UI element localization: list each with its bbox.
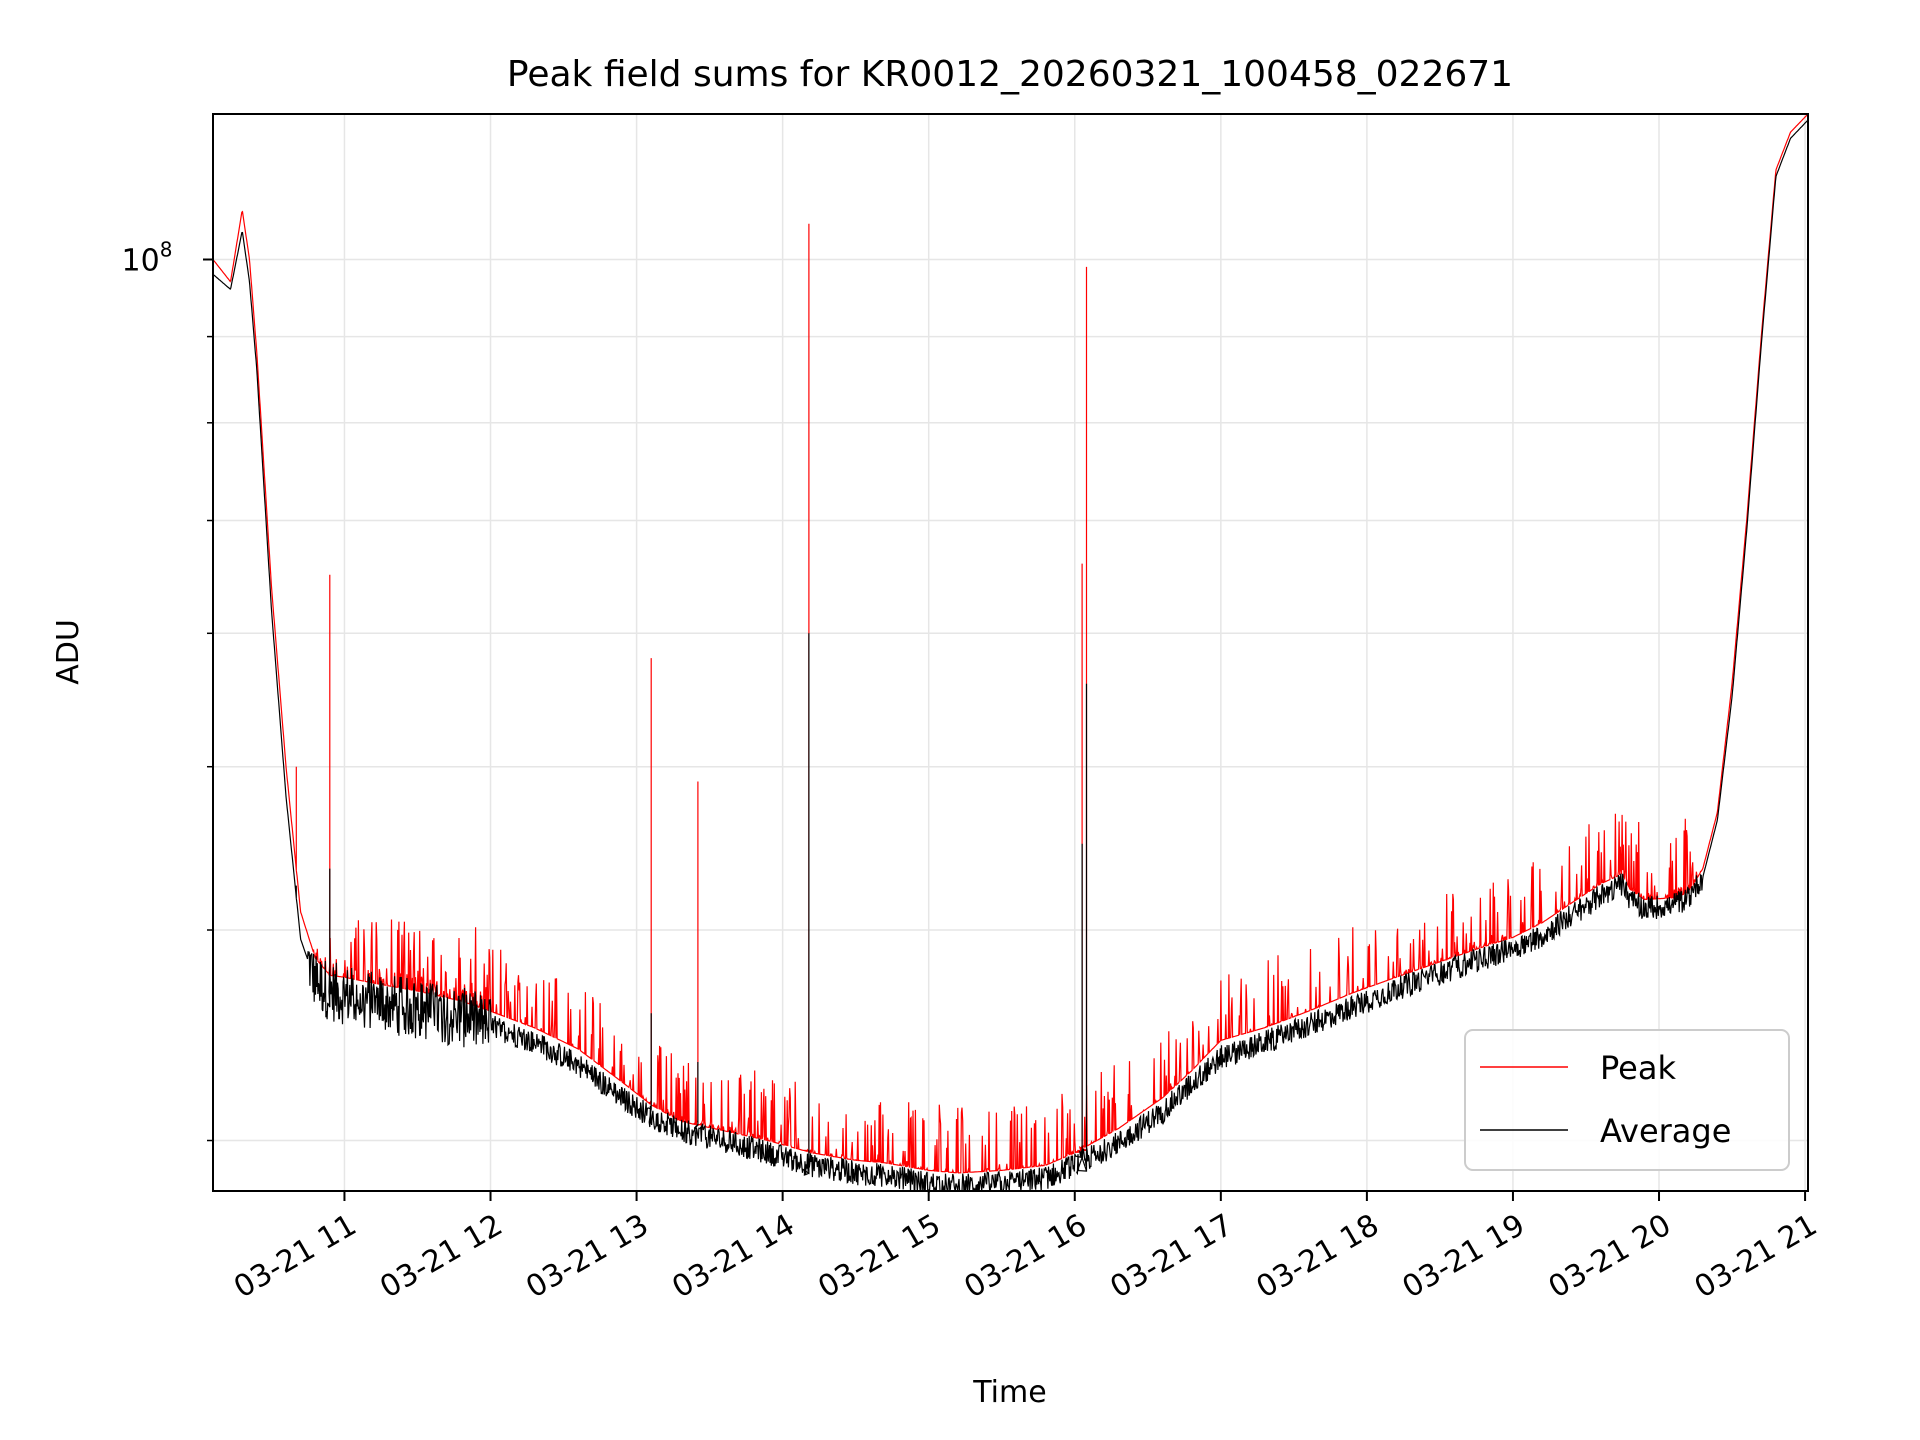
x-axis-label: Time [972,1375,1046,1410]
grid [213,114,1808,1191]
legend: Peak Average [1464,1029,1790,1171]
y-axis-label: ADU [51,619,86,685]
legend-peak-label: Peak [1600,1049,1676,1087]
series-average-line [212,119,1809,1193]
chart-title: Peak field sums for KR0012_20260321_1004… [507,54,1513,95]
series-layer [212,113,1809,1193]
legend-average-label: Average [1600,1112,1731,1150]
plot-frame [212,113,1809,1192]
series-peak-line [212,113,1809,1174]
legend-box [1464,1029,1790,1171]
